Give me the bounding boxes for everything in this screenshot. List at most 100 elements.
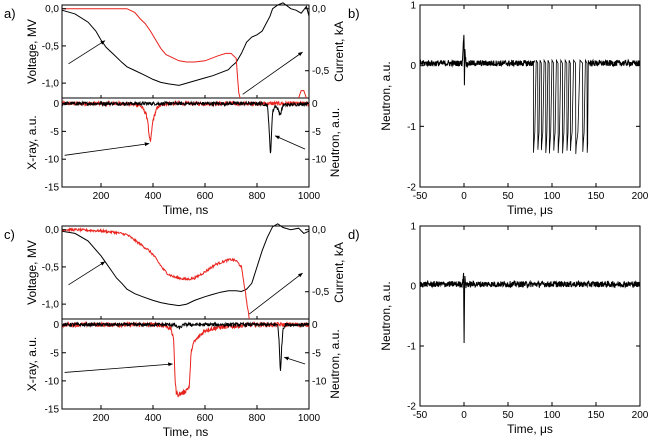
panel-a-xlabel: Time, ns [163,203,209,217]
panel-d-xtick-label: 150 [588,410,605,421]
panel-a-ylabel-current: Current, kA [332,21,346,82]
panel-b-series-tail [588,58,641,68]
panel-a-bottom-ytick-label-right: -10 [312,155,327,166]
panel-b-ylabel: Neutron, a.u. [379,61,393,130]
panel-b-ytick-label: -1 [407,122,416,133]
panel-c-bottom-arrow-0 [64,362,173,373]
panel-c-bottom-ytick-label-right: 0 [312,320,318,331]
panel-c-ytick-label-right: 0,0 [312,225,326,236]
panel-c-xtick-label: 200 [93,413,110,424]
panel-c-bottom-frame [61,318,310,410]
panel-a-ylabel-neutron: Neutron, a.u. [328,108,342,177]
panel-c-top-frame [61,225,310,320]
panel-a-ytick-label-left: -0,5 [42,41,60,52]
panel-a-series-top-0 [61,2,310,86]
panel-d: 1 0 -1 -2-50 0 50 100 150 200 Time, μs Neutron, a.… [348,222,649,437]
panel-a-bottom-arrow-0 [64,142,150,156]
panel-b-xtick-label: 50 [502,191,514,202]
panel-c-ylabel-neutron: Neutron, a.u. [328,329,342,398]
panel-a-bottom-ytick-label-left: -10 [45,155,60,166]
panel-c-ytick-label-left: -1,0 [42,300,60,311]
panel-d-ylabel: Neutron, a.u. [379,281,393,350]
panel-c-bottom-arrow-1 [283,356,306,365]
panel-a-xtick-label: 1000 [298,191,321,202]
panel-c-xtick-label: 1000 [298,413,321,424]
panel-b-xtick-label: -50 [413,191,428,202]
panel-a-ytick-label-right: -0,5 [312,66,330,77]
panel-c-ylabel-voltage: Voltage, MV [25,240,39,305]
panel-c-ytick-label-left: -0,5 [42,262,60,273]
panel-d-xtick-label: 200 [632,410,649,421]
panel-d-series-0 [419,272,641,344]
panel-a-ylabel-xray: X-ray, a.u. [25,115,39,169]
panel-a-bottom-ytick-label-right: 0 [312,99,318,110]
panel-d-ytick-label: -2 [407,402,416,413]
panel-c-ytick-label-left: 0,0 [45,225,59,236]
panel-a-ylabel-voltage: Voltage, MV [25,19,39,84]
panel-b-xtick-label: 100 [544,191,561,202]
panel-c-xtick-label: 400 [145,413,162,424]
panel-a-xtick-label: 800 [249,191,266,202]
panel-b-xtick-label: 150 [588,191,605,202]
panel-d-ytick-label: 0 [410,282,416,293]
panel-b-spike-train [533,58,590,155]
panel-c-xlabel: Time, ns [163,425,209,439]
panel-c-label: c) [4,227,15,242]
panel-c-bottom-ytick-label-right: -5 [312,348,321,359]
panel-c-xtick-label: 800 [249,413,266,424]
panel-c-bottom-ytick-label-left: -5 [50,348,59,359]
panel-b-xtick-label: 200 [632,191,649,202]
panel-b: 1 0 -1 -2-50 0 50 100 150 200 Time, μs Neutron, a.… [348,1,649,218]
panel-a-series-top-2 [298,90,307,99]
panel-a-ytick-label-left: 0,0 [45,4,59,15]
panel-a-bottom-ytick-label-left: 0 [53,99,59,110]
panel-b-ytick-label: 1 [410,1,416,12]
panel-a-bottom-arrow-1 [274,135,306,150]
panel-c-series-top-1 [61,226,250,320]
panel-a-top-arrow-1 [242,51,303,95]
panel-a-bottom-ytick-label-right: -5 [312,127,321,138]
panel-d-xlabel: Time, μs [507,422,553,436]
panel-c-ytick-label-right: -0,5 [312,287,330,298]
panel-c: 0,0 -0,5 -1,0 0,0 -0,5 0 0 -5 -5 -10 -10 -15 200 400 6… [4,223,346,439]
panel-a-top-frame [61,4,310,99]
panel-a: 0,0 -0,5 -1,0 0,0 -0,5 0 0 -5 -5 -10 -10 -15 200 400 6… [4,2,346,217]
panel-c-top-arrow-1 [248,272,303,315]
panel-a-ytick-label-right: 0,0 [312,4,326,15]
panel-c-bottom-ytick-label-left: -15 [45,405,60,416]
panel-b-xlabel: Time, μs [507,203,553,217]
panel-d-xtick-label: 0 [461,410,467,421]
panel-b-label: b) [348,6,360,21]
panel-c-bottom-ytick-label-right: -10 [312,376,327,387]
panel-b-ytick-label: -2 [407,183,416,194]
panel-c-series-bottom-1 [61,321,310,371]
panel-a-ytick-label-left: -1,0 [42,79,60,90]
panel-d-xtick-label: 50 [502,410,514,421]
panel-c-top-arrow-0 [68,261,106,286]
panel-c-series-bottom-0 [61,320,310,398]
panel-a-bottom-frame [61,97,310,188]
panel-a-label: a) [4,6,16,21]
panel-c-bottom-ytick-label-left: -10 [45,376,60,387]
panel-a-bottom-ytick-label-left: -5 [50,127,59,138]
panel-a-series-bottom-1 [61,100,310,154]
panel-d-xtick-label: -50 [413,410,428,421]
panel-a-xtick-label: 400 [145,191,162,202]
panel-a-xtick-label: 600 [197,191,214,202]
panel-c-ylabel-current: Current, kA [332,242,346,303]
panel-a-top-arrow-0 [68,40,106,65]
panel-c-ylabel-xray: X-ray, a.u. [25,337,39,391]
panel-c-bottom-ytick-label-left: 0 [53,320,59,331]
panel-d-ytick-label: -1 [407,342,416,353]
panel-c-xtick-label: 600 [197,413,214,424]
panel-d-label: d) [348,227,360,242]
panel-b-series-0 [419,34,535,86]
panel-d-frame [419,225,641,407]
panel-a-xtick-label: 200 [93,191,110,202]
panel-a-series-top-1 [62,8,241,99]
panel-c-series-top-0 [61,223,310,307]
panel-b-frame [419,4,641,188]
panel-d-xtick-label: 100 [544,410,561,421]
panel-d-ytick-label: 1 [410,222,416,233]
